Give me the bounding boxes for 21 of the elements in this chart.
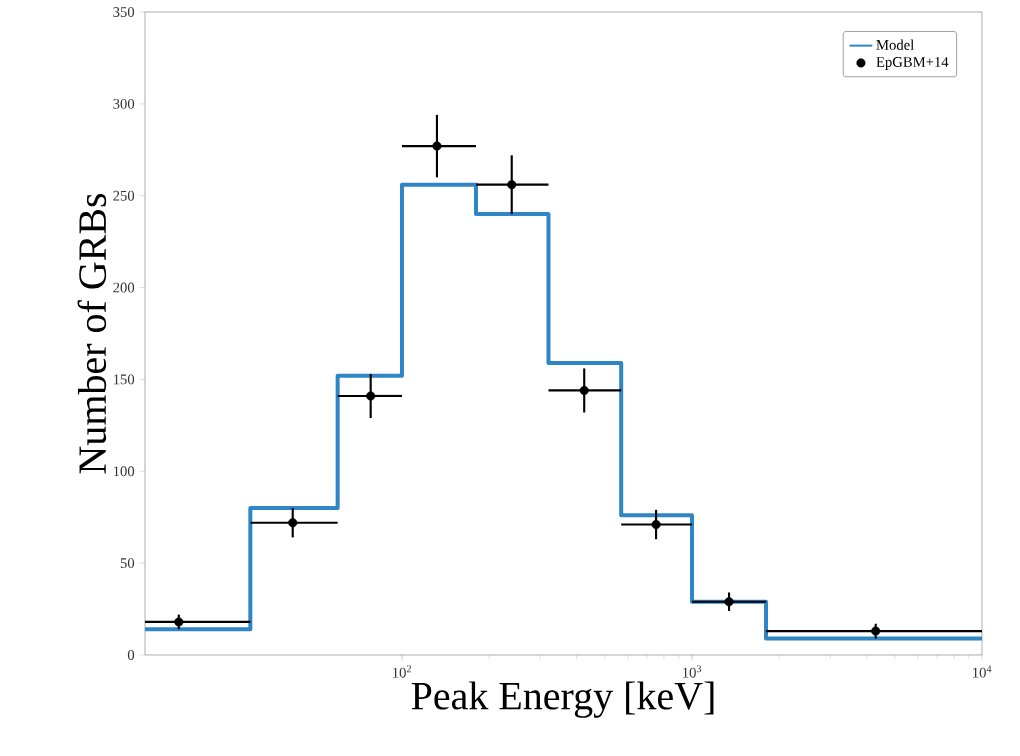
y-tick-label: 200 — [113, 282, 135, 293]
point — [651, 520, 661, 530]
point — [507, 180, 517, 190]
x-tick-label: 10$^{2}$ — [393, 665, 411, 678]
y-tick-label: 150 — [113, 374, 135, 385]
point — [724, 597, 734, 607]
y-tick-label: 50 — [120, 558, 135, 569]
point — [288, 518, 298, 528]
point — [432, 141, 442, 151]
y-tick-label: 100 — [113, 466, 135, 477]
x-tick-label: 10$^{3}$ — [683, 665, 702, 678]
y-tick-label: 250 — [113, 190, 135, 201]
x-axis-title: Peak Energy [keV] — [411, 681, 714, 718]
legend-label: Model — [876, 39, 914, 50]
x-tick-label: 10$^{4}$ — [973, 665, 992, 678]
y-tick-label: 300 — [113, 98, 135, 109]
point — [579, 385, 589, 395]
y-tick-label: 0 — [127, 650, 135, 660]
y-tick-label: 350 — [113, 7, 135, 17]
legend-label: EpGBM+14 — [876, 57, 949, 70]
y-axis-title: Number of GRBs — [77, 193, 107, 474]
